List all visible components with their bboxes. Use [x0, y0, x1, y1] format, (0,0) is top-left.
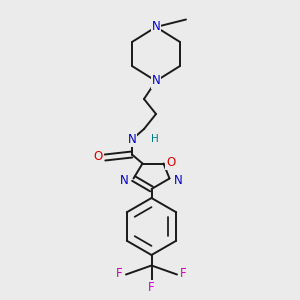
Text: O: O: [94, 150, 103, 163]
Text: N: N: [174, 173, 183, 187]
Text: N: N: [120, 173, 129, 187]
Text: O: O: [167, 155, 176, 169]
Text: F: F: [116, 267, 123, 280]
Text: F: F: [180, 267, 187, 280]
Text: H: H: [151, 134, 158, 145]
Text: N: N: [128, 133, 136, 146]
Text: N: N: [152, 74, 160, 88]
Text: N: N: [152, 20, 160, 34]
Text: F: F: [148, 280, 155, 294]
